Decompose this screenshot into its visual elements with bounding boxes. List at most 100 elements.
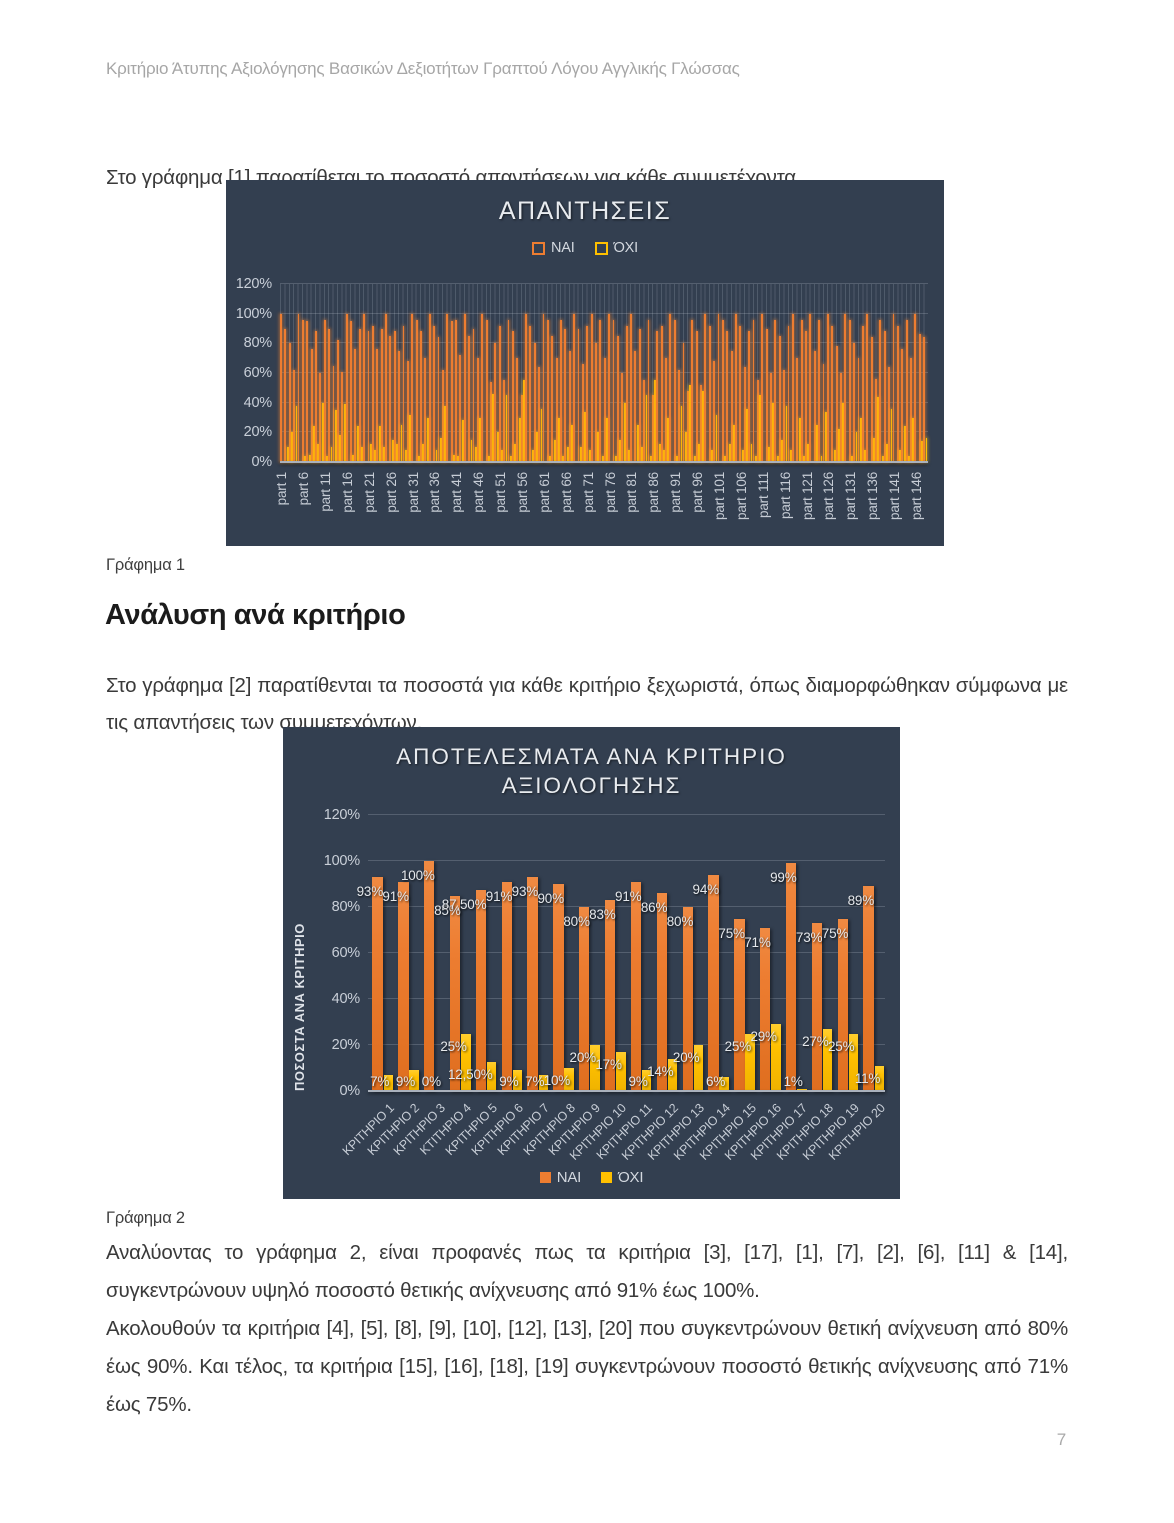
participant-bar-group — [761, 284, 765, 462]
bar-nai — [463, 313, 466, 462]
bar-nai — [656, 893, 667, 1091]
criterion-bar-group: 80% 20% — [667, 815, 704, 1091]
bar-nai — [879, 319, 882, 462]
x-tick-label: part 141 — [887, 472, 903, 520]
bar-nai — [288, 343, 291, 462]
bar-oxi — [616, 1051, 626, 1091]
bar-nai — [301, 319, 304, 462]
bar-nai — [468, 335, 471, 462]
bar-oxi — [584, 411, 587, 462]
participant-bar-group — [577, 284, 582, 462]
bar-oxi — [803, 456, 805, 462]
bar-oxi — [886, 444, 889, 462]
bar-nai — [604, 900, 616, 1091]
y-tick-label: 80% — [243, 335, 273, 352]
data-label-oxi: 27% — [802, 1033, 829, 1049]
bar-nai — [336, 340, 339, 462]
bar-nai — [475, 889, 487, 1091]
bar-nai — [888, 367, 891, 462]
participant-bar-group — [643, 284, 648, 462]
bar-oxi — [339, 435, 342, 462]
criterion-bar-group: 80% 20% — [563, 815, 601, 1091]
bar-nai — [748, 331, 751, 462]
x-tick-label: part 121 — [799, 472, 815, 520]
bar-nai — [411, 313, 414, 462]
participant-bar-group — [564, 284, 569, 462]
participant-bar-group — [306, 284, 311, 462]
participant-bar-group — [879, 284, 884, 462]
bar-oxi — [356, 426, 359, 462]
participant-bar-group — [840, 284, 845, 462]
bar-nai — [704, 313, 707, 462]
bar-oxi — [435, 450, 438, 462]
x-tick-label: part 36 — [427, 472, 443, 513]
bar-oxi — [676, 456, 679, 462]
bar-oxi — [286, 447, 289, 462]
data-label-nai: 91% — [382, 888, 409, 904]
bar-nai — [896, 325, 899, 462]
bar-oxi — [877, 396, 880, 462]
legend-swatch-fill — [539, 1172, 551, 1183]
bar-nai — [533, 343, 536, 462]
bar-oxi — [479, 417, 482, 462]
bar-nai — [910, 358, 912, 462]
participant-bar-group — [603, 284, 609, 462]
bar-oxi — [781, 439, 784, 462]
bar-nai — [809, 313, 812, 462]
data-label-nai: 85% — [434, 902, 461, 918]
participant-bar-group — [538, 284, 543, 462]
bar-oxi — [719, 1077, 730, 1091]
legend-label: ΝΑΙ — [551, 240, 575, 256]
y-tick-label: 20% — [243, 424, 273, 441]
legend-label: ΌΧΙ — [613, 240, 639, 256]
participant-bar-group — [336, 284, 342, 462]
participant-bar-group — [700, 284, 705, 462]
bar-nai — [875, 378, 877, 462]
bar-nai — [507, 319, 510, 462]
participant-bar-group — [503, 284, 508, 462]
bar-oxi — [645, 395, 648, 462]
participant-bar-group — [787, 284, 792, 462]
data-label-nai: 86% — [640, 900, 668, 916]
bar-oxi — [564, 1068, 574, 1091]
bar-nai — [717, 313, 720, 462]
participant-bar-group — [813, 284, 819, 462]
x-tick-label: part 106 — [733, 472, 749, 520]
bar-oxi — [838, 429, 840, 462]
participant-bar-group — [656, 284, 661, 462]
x-tick-label: part 126 — [821, 472, 837, 520]
data-label-nai: 90% — [537, 891, 564, 906]
section-paragraph: Στο γράφημα [2] παρατίθενται τα ποσοστά … — [106, 673, 1068, 734]
participant-bar-group — [704, 284, 708, 462]
participant-bar-group — [901, 284, 906, 462]
bar-nai — [682, 343, 685, 462]
data-label-oxi: 25% — [724, 1038, 752, 1054]
x-tick-label: part 96 — [690, 472, 706, 513]
gridline — [368, 1044, 885, 1045]
bar-oxi — [553, 439, 556, 462]
legend-swatch-outline — [532, 241, 546, 255]
data-label-oxi: 0% — [421, 1074, 441, 1089]
chart2-x-axis-line — [368, 1089, 885, 1092]
chart2-legend: ΝΑΙ ΌΧΙ — [283, 1169, 900, 1186]
x-tick-label: part 26 — [383, 472, 399, 513]
bar-nai — [914, 313, 917, 462]
participant-bar-group — [647, 284, 652, 462]
participant-bar-group — [455, 284, 460, 462]
chart2-plot-area: 0% 20% 40% 60% 80% 100% 120% 93% 7% 91% 9% 100% 0% 8… — [324, 807, 885, 1099]
criterion-bar-group: 83% 17% — [589, 815, 627, 1091]
chart1-legend: ΝΑΙ ΌΧΙ — [226, 240, 944, 256]
participant-bar-group — [301, 284, 307, 462]
criterion-bar-group: 73% 27% — [796, 815, 833, 1091]
participant-bar-group — [634, 284, 639, 462]
participant-bar-group — [923, 284, 928, 462]
participant-bar-group — [568, 284, 574, 462]
bar-oxi — [518, 417, 521, 462]
data-label-oxi: 29% — [750, 1029, 777, 1045]
chart2-y-axis-title: ΠΟΣΟΣΤΑ ΑΝΑ ΚΡΙΤΗΡΙΟ — [292, 923, 307, 1091]
bar-oxi — [848, 1033, 859, 1091]
bar-nai — [525, 313, 527, 462]
data-label-oxi: 25% — [827, 1038, 855, 1054]
participant-bar-group — [398, 284, 403, 462]
bar-nai — [371, 325, 374, 462]
